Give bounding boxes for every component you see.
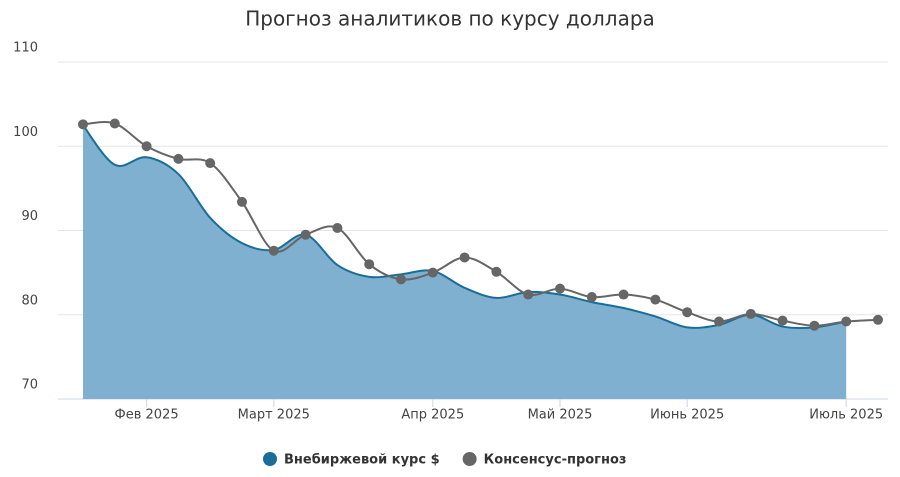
marker — [523, 289, 534, 300]
y-tick-label: 80 — [21, 293, 38, 308]
y-tick-label: 110 — [13, 41, 38, 56]
marker — [841, 316, 852, 327]
chart-title: Прогноз аналитиков по курсу доллара — [245, 7, 655, 31]
marker — [650, 294, 661, 305]
marker — [78, 119, 88, 130]
y-tick-label: 100 — [13, 125, 38, 140]
area — [83, 125, 847, 399]
x-tick-label: Март 2025 — [238, 408, 310, 423]
marker — [364, 259, 375, 270]
marker — [586, 292, 597, 303]
marker — [396, 274, 406, 285]
marker — [714, 316, 724, 327]
x-tick-label: Июль 2025 — [809, 408, 883, 423]
marker — [427, 267, 438, 278]
marker — [745, 308, 756, 319]
marker — [809, 320, 820, 331]
marker — [141, 141, 152, 152]
marker — [237, 196, 247, 207]
marker — [777, 315, 788, 326]
marker — [268, 245, 279, 256]
marker — [300, 229, 311, 240]
legend-marker — [462, 452, 477, 466]
marker — [491, 266, 502, 277]
legend-label: Внебиржевой курс $ — [284, 453, 440, 468]
marker — [873, 314, 883, 325]
x-tick-label: Июнь 2025 — [650, 408, 724, 423]
marker — [109, 118, 120, 129]
legend-marker — [263, 452, 277, 466]
marker — [173, 153, 184, 164]
marker — [205, 158, 216, 169]
x-tick-label: Фев 2025 — [115, 408, 179, 423]
marker — [332, 222, 343, 233]
legend-label: Консенсус-прогноз — [484, 453, 627, 468]
marker — [555, 283, 565, 294]
y-tick-label: 70 — [21, 378, 38, 393]
x-tick-label: Май 2025 — [528, 408, 593, 423]
marker — [459, 252, 470, 263]
marker — [682, 307, 693, 318]
y-tick-label: 90 — [21, 209, 38, 224]
marker — [618, 289, 629, 300]
x-tick-label: Апр 2025 — [401, 408, 464, 423]
